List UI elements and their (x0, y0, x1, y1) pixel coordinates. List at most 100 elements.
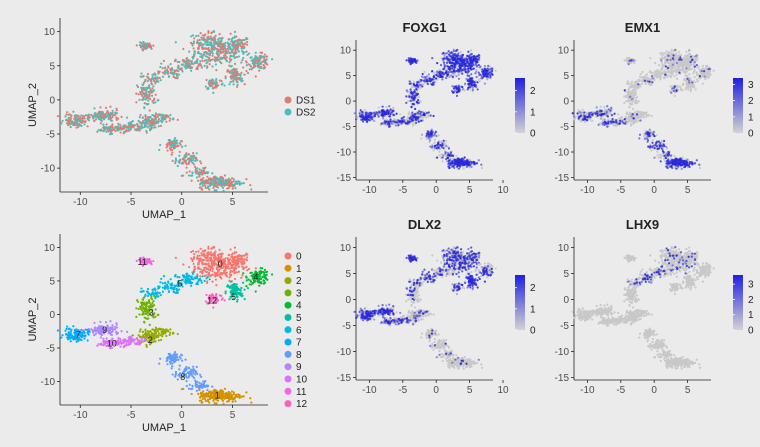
point-ds1 (231, 41, 234, 44)
point-ds1 (212, 186, 215, 189)
point-ds2 (212, 82, 215, 85)
point-cluster-0 (210, 259, 214, 262)
point-ds1 (196, 39, 199, 42)
point-ds1 (199, 31, 202, 35)
point-cluster-7 (67, 338, 70, 341)
point-expressing (461, 58, 464, 61)
point-cluster-0 (193, 267, 196, 271)
point-cluster-6 (200, 281, 203, 284)
point-ds1 (237, 39, 241, 42)
point-ds1 (166, 114, 169, 117)
point-ds2 (154, 112, 158, 115)
point-ds1 (220, 175, 223, 178)
point-cluster-0 (216, 271, 219, 274)
point-ds1 (207, 49, 210, 53)
point-low (427, 113, 430, 117)
point-expressing (470, 73, 473, 76)
point-cluster-0 (205, 259, 208, 262)
point-ds2 (161, 121, 164, 124)
point-ds2 (195, 176, 199, 179)
point-ds1 (102, 126, 105, 129)
point-ds2 (176, 164, 179, 168)
point-cluster-8 (171, 365, 174, 368)
point-ds2 (210, 83, 213, 86)
legend-key (284, 264, 292, 272)
point-cluster-5 (240, 286, 243, 289)
point-ds2 (200, 53, 203, 56)
point-cluster-0 (199, 275, 202, 278)
point-ds2 (58, 123, 62, 126)
point-ds1 (185, 57, 189, 60)
point-ds2 (139, 121, 142, 124)
point-cloud (353, 48, 497, 171)
point-cluster-8 (188, 372, 192, 375)
point-ds1 (227, 45, 230, 48)
point-cluster-10 (117, 336, 120, 340)
point-ds1 (218, 183, 221, 186)
point-ds1 (228, 51, 231, 55)
point-cluster-8 (211, 385, 214, 388)
point-cluster-1 (242, 395, 245, 398)
point-ds1 (201, 34, 204, 37)
point-ds2 (187, 63, 190, 66)
point-cluster-0 (205, 263, 208, 266)
point-ds2 (106, 127, 110, 131)
point-cluster-0 (213, 264, 216, 267)
point-cluster-7 (83, 331, 86, 334)
point-ds2 (146, 120, 150, 123)
point-ds2 (225, 59, 228, 62)
point-cluster-2 (154, 332, 158, 335)
point-cluster-10 (102, 340, 105, 343)
point-ds1 (169, 141, 172, 144)
point-ds1 (204, 166, 207, 169)
point-ds2 (175, 139, 179, 142)
point-cluster-1 (231, 398, 235, 401)
point-ds1 (198, 174, 201, 178)
point-ds1 (161, 67, 164, 70)
point-ds2 (98, 116, 102, 119)
point-ds1 (177, 144, 180, 148)
point-ds1 (91, 116, 95, 119)
point-ds2 (184, 144, 187, 147)
point-ds1 (235, 78, 238, 82)
point-ds1 (161, 71, 164, 74)
point-cluster-2 (172, 331, 175, 334)
point-low (420, 137, 423, 140)
point-cluster-6 (196, 274, 199, 278)
point-ds2 (198, 171, 201, 174)
point-ds2 (138, 98, 141, 101)
point-cluster-6 (201, 275, 204, 278)
point-cluster-0 (199, 259, 202, 262)
y-tick-label: -10 (41, 377, 56, 388)
point-cluster-9 (120, 330, 123, 333)
point-cluster-1 (231, 400, 234, 403)
point-cluster-5 (236, 298, 239, 301)
point-cluster-0 (231, 259, 234, 262)
point-cluster-3 (154, 295, 157, 298)
point-cluster-5 (238, 292, 241, 295)
point-ds1 (76, 118, 79, 121)
point-ds2 (224, 41, 227, 45)
point-ds2 (204, 41, 208, 44)
cluster-label: 3 (149, 307, 154, 317)
point-ds2 (104, 125, 108, 129)
point-cluster-0 (209, 265, 212, 269)
point-expressing (461, 56, 464, 59)
point-cluster-0 (224, 264, 228, 267)
point-cluster-9 (109, 331, 113, 334)
point-ds1 (198, 38, 201, 42)
point-ds1 (198, 168, 201, 171)
point-cluster-3 (154, 308, 157, 311)
point-cluster-10 (97, 342, 100, 346)
point-cluster-4 (261, 275, 265, 278)
point-cluster-9 (111, 324, 114, 327)
point-cluster-5 (239, 289, 242, 292)
point-cluster-4 (254, 290, 257, 293)
point-ds2 (145, 129, 148, 133)
point-cluster-1 (234, 400, 237, 403)
point-cluster-0 (199, 247, 202, 250)
point-cluster-10 (130, 335, 133, 338)
point-expressing (454, 50, 457, 53)
point-cluster-8 (187, 387, 191, 390)
